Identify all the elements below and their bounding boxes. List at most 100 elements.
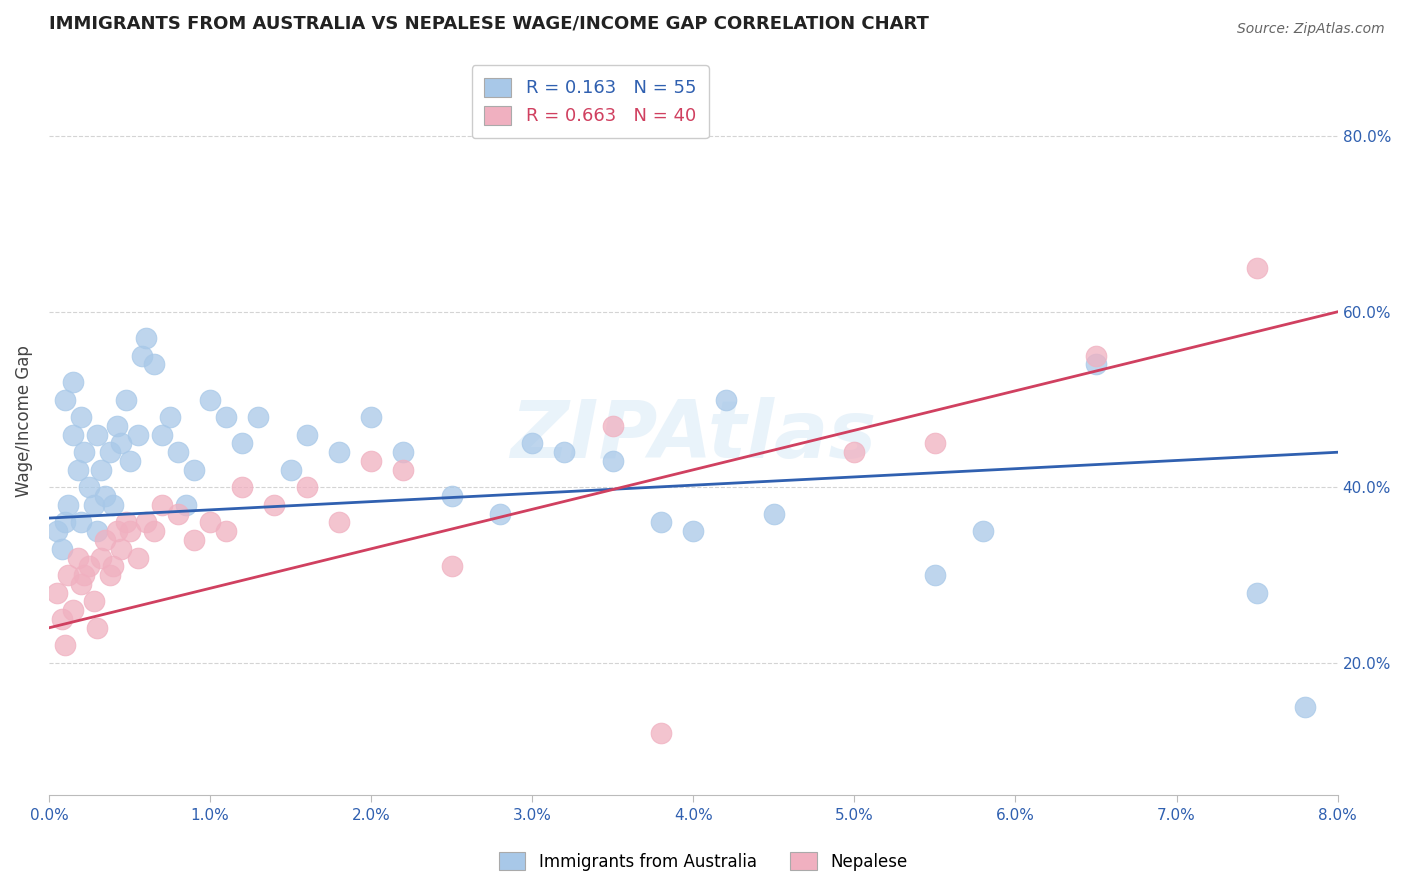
Point <box>198 392 221 407</box>
Point <box>94 533 117 547</box>
Point <box>762 507 785 521</box>
Point <box>46 585 69 599</box>
Point <box>650 516 672 530</box>
Point <box>650 726 672 740</box>
Point <box>295 480 318 494</box>
Point <box>972 524 994 539</box>
Point <box>51 612 73 626</box>
Point <box>89 550 111 565</box>
Point <box>70 410 93 425</box>
Point <box>118 454 141 468</box>
Point <box>110 541 132 556</box>
Point <box>682 524 704 539</box>
Point <box>360 454 382 468</box>
Y-axis label: Wage/Income Gap: Wage/Income Gap <box>15 345 32 498</box>
Point <box>135 516 157 530</box>
Point <box>328 516 350 530</box>
Point <box>198 516 221 530</box>
Point <box>53 638 76 652</box>
Point <box>280 463 302 477</box>
Text: ZIPAtlas: ZIPAtlas <box>510 398 876 475</box>
Point <box>53 516 76 530</box>
Point <box>1085 349 1108 363</box>
Point <box>86 524 108 539</box>
Legend: Immigrants from Australia, Nepalese: Immigrants from Australia, Nepalese <box>491 844 915 880</box>
Point <box>295 427 318 442</box>
Point <box>83 594 105 608</box>
Point <box>602 454 624 468</box>
Point <box>118 524 141 539</box>
Text: IMMIGRANTS FROM AUSTRALIA VS NEPALESE WAGE/INCOME GAP CORRELATION CHART: IMMIGRANTS FROM AUSTRALIA VS NEPALESE WA… <box>49 15 929 33</box>
Point <box>62 427 84 442</box>
Point <box>127 550 149 565</box>
Legend: R = 0.163   N = 55, R = 0.663   N = 40: R = 0.163 N = 55, R = 0.663 N = 40 <box>471 65 709 138</box>
Point <box>58 498 80 512</box>
Point <box>215 410 238 425</box>
Point <box>231 480 253 494</box>
Point <box>924 568 946 582</box>
Point <box>77 480 100 494</box>
Point <box>844 445 866 459</box>
Point <box>360 410 382 425</box>
Point <box>86 621 108 635</box>
Point <box>62 375 84 389</box>
Point <box>105 524 128 539</box>
Point <box>263 498 285 512</box>
Point <box>46 524 69 539</box>
Point <box>1246 260 1268 275</box>
Point <box>115 392 138 407</box>
Point <box>1294 699 1316 714</box>
Point <box>1085 358 1108 372</box>
Point <box>1246 585 1268 599</box>
Point <box>73 568 96 582</box>
Point <box>83 498 105 512</box>
Point <box>142 524 165 539</box>
Point <box>89 463 111 477</box>
Point <box>86 427 108 442</box>
Point <box>392 445 415 459</box>
Point <box>105 418 128 433</box>
Point <box>553 445 575 459</box>
Point <box>166 507 188 521</box>
Point <box>714 392 737 407</box>
Point <box>183 463 205 477</box>
Point <box>183 533 205 547</box>
Point <box>94 489 117 503</box>
Point <box>77 559 100 574</box>
Point <box>489 507 512 521</box>
Point <box>62 603 84 617</box>
Point <box>215 524 238 539</box>
Point <box>440 489 463 503</box>
Point <box>66 550 89 565</box>
Point <box>602 418 624 433</box>
Point <box>392 463 415 477</box>
Point <box>142 358 165 372</box>
Point <box>159 410 181 425</box>
Point <box>247 410 270 425</box>
Point <box>103 498 125 512</box>
Point <box>51 541 73 556</box>
Point <box>174 498 197 512</box>
Point <box>924 436 946 450</box>
Point <box>135 331 157 345</box>
Point <box>127 427 149 442</box>
Point <box>70 577 93 591</box>
Point <box>131 349 153 363</box>
Point <box>328 445 350 459</box>
Point <box>110 436 132 450</box>
Point <box>98 568 121 582</box>
Point <box>522 436 544 450</box>
Point <box>103 559 125 574</box>
Point <box>440 559 463 574</box>
Point <box>150 427 173 442</box>
Point <box>70 516 93 530</box>
Point <box>231 436 253 450</box>
Point <box>166 445 188 459</box>
Point <box>115 516 138 530</box>
Text: Source: ZipAtlas.com: Source: ZipAtlas.com <box>1237 22 1385 37</box>
Point <box>73 445 96 459</box>
Point <box>58 568 80 582</box>
Point <box>98 445 121 459</box>
Point <box>66 463 89 477</box>
Point <box>150 498 173 512</box>
